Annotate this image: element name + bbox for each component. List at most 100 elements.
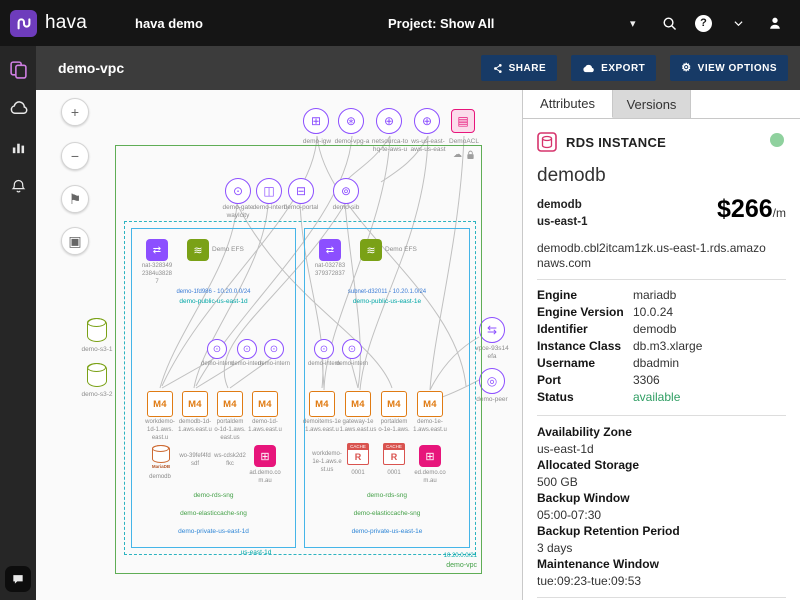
directory-service-icon[interactable]: ⊞ — [254, 445, 276, 467]
sidebar-item-environments[interactable] — [7, 97, 29, 119]
zoom-in-button[interactable]: + — [61, 98, 89, 126]
help-icon[interactable]: ? — [695, 14, 712, 32]
export-button[interactable]: EXPORT — [571, 55, 657, 81]
page-title: demo-vpc — [58, 60, 125, 76]
slb-icon[interactable]: ⊚ — [333, 178, 359, 204]
vpn-gateway-icon[interactable]: ⊛ — [338, 108, 364, 134]
elasticache-node-icon[interactable]: CACHE R — [383, 443, 405, 465]
ec2-instance-icon[interactable]: M4 — [217, 391, 243, 417]
workspace-name[interactable]: hava demo — [135, 15, 203, 31]
project-caret-icon[interactable]: ▾ — [630, 17, 636, 30]
node-label: demo-intern — [335, 361, 368, 367]
share-button[interactable]: SHARE — [480, 55, 558, 81]
diagram-canvas[interactable]: + − ⚑ ▣ ⊞ demo-igw ⊛ demo-vpg-a ⊕ netsou… — [36, 90, 522, 600]
node-label: Demo EFS — [385, 246, 417, 253]
subnet-right[interactable]: ⇄ nat-032783 379372837 ≋ Demo EFS subnet… — [302, 228, 470, 548]
interface-endpoint-icon[interactable]: ◫ — [256, 178, 282, 204]
node-label: 0001 — [351, 470, 365, 476]
mariadb-rds-icon[interactable]: MariaDB — [147, 444, 175, 469]
ec2-instance-icon[interactable]: M4 — [182, 391, 208, 417]
security-group-label: demo-elasticcache-sng — [353, 510, 421, 517]
nat-gateway-icon[interactable]: ⇄ — [319, 239, 341, 261]
vpc-endpoint-icon[interactable]: ⇆ — [479, 317, 505, 343]
subnet-left[interactable]: ⇄ nat-328349 2384u3828 7 ≋ Demo EFS demo… — [131, 228, 296, 548]
internal-endpoint-icon[interactable]: ⊙ — [264, 339, 284, 359]
security-group-label: demo-rds-sng — [366, 492, 408, 499]
ec2-instance-icon[interactable]: M4 — [252, 391, 278, 417]
panel-body: RDS INSTANCE demodb demodb us-east-1 $26… — [523, 119, 800, 600]
internal-endpoint-icon[interactable]: ⊙ — [342, 339, 362, 359]
availability-zone-label: us-east-1d — [240, 549, 272, 556]
node-label: demo-sib — [332, 204, 360, 211]
tab-versions[interactable]: Versions — [613, 90, 691, 118]
export-label: EXPORT — [601, 62, 646, 74]
node-label: demo-1e- 1.aws.east.u — [413, 419, 447, 433]
attr-value: dbadmin — [633, 356, 680, 370]
internal-endpoint-icon[interactable]: ⊙ — [237, 339, 257, 359]
ec2-instance-icon[interactable]: M4 — [381, 391, 407, 417]
detail-key: Availability Zone — [537, 425, 632, 439]
sidebar-item-stats[interactable] — [7, 136, 29, 158]
subnet-name-label: demo-public-us-east-1d — [179, 298, 248, 305]
view-options-button[interactable]: ⚙ VIEW OPTIONS — [670, 55, 788, 81]
price: $266/m — [717, 195, 786, 224]
reset-view-button[interactable]: ▣ — [61, 227, 89, 255]
elasticache-node-icon[interactable]: CACHE R — [347, 443, 369, 465]
internal-endpoint-icon[interactable]: ⊙ — [314, 339, 334, 359]
sidebar-item-diagrams[interactable] — [7, 58, 29, 80]
cylinder-shape — [86, 362, 107, 387]
node-label: demo-intern — [230, 361, 263, 367]
project-selector[interactable]: Project: Show All — [388, 0, 494, 46]
vpc-name-label: demo-vpc — [446, 561, 477, 569]
security-group-label: demo-private-us-east-1e — [351, 528, 423, 535]
chevron-down-icon[interactable] — [727, 12, 749, 34]
vpn-connection-icon[interactable]: ⊕ — [376, 108, 402, 134]
share-label: SHARE — [508, 62, 547, 74]
detail-value: 05:00-07:30 — [537, 507, 602, 522]
attr-value: mariadb — [633, 288, 677, 302]
attribute-row: Port 3306 — [537, 373, 786, 390]
ec2-instance-icon[interactable]: M4 — [147, 391, 173, 417]
vpc-corner-icons: ☁ — [453, 149, 475, 160]
lock-icon — [467, 150, 474, 159]
portal-endpoint-icon[interactable]: ⊟ — [288, 178, 314, 204]
ec2-instance-icon[interactable]: M4 — [345, 391, 371, 417]
efs-icon[interactable]: ≋ — [187, 239, 209, 261]
node-label: demodb-1d- 1.aws.east.u — [178, 419, 212, 433]
attr-key: Port — [537, 373, 561, 387]
attr-key: Engine Version — [537, 305, 624, 319]
nat-gateway-icon[interactable]: ⇄ — [146, 239, 168, 261]
tab-attributes[interactable]: Attributes — [523, 90, 613, 118]
cloud-icon: ☁ — [453, 149, 462, 159]
detail-value: 3 days — [537, 540, 573, 555]
directory-service-icon[interactable]: ⊞ — [419, 445, 441, 467]
vpc-boundary[interactable]: ☁ ⊙ demo-gate waylcity ◫ demo-interf ⊟ d… — [115, 145, 482, 574]
igw-icon[interactable]: ⊞ — [303, 108, 329, 134]
detail-key: Maintenance Window — [537, 557, 659, 571]
peering-connection-icon[interactable]: ◎ — [479, 368, 505, 394]
view-options-label: VIEW OPTIONS — [697, 62, 777, 74]
hava-logo-text: hava — [45, 12, 88, 33]
security-group-label: demo-elasticcache-sng — [180, 510, 247, 517]
vpn-connection-icon[interactable]: ⊕ — [414, 108, 440, 134]
hava-logo[interactable]: hava — [10, 9, 88, 37]
efs-icon[interactable]: ≋ — [360, 239, 382, 261]
attr-key: Status — [537, 390, 574, 404]
user-icon[interactable] — [764, 12, 786, 34]
chat-widget-button[interactable] — [5, 566, 31, 592]
zoom-out-button[interactable]: − — [61, 142, 89, 170]
s3-bucket-icon[interactable] — [86, 317, 107, 342]
ec2-instance-icon[interactable]: M4 — [417, 391, 443, 417]
ec2-instance-icon[interactable]: M4 — [309, 391, 335, 417]
diagram-header: demo-vpc SHARE EXPORT ⚙ VIEW OPTIONS — [36, 46, 800, 90]
bookmark-button[interactable]: ⚑ — [61, 185, 89, 213]
sidebar-item-alerts[interactable] — [7, 175, 29, 197]
status-value: available — [633, 390, 681, 404]
gateway-icon[interactable]: ⊙ — [225, 178, 251, 204]
network-acl-icon[interactable]: ▤ — [451, 109, 475, 133]
node-label: demoitems-1e 1.aws.east.u — [302, 419, 341, 433]
internal-endpoint-icon[interactable]: ⊙ — [207, 339, 227, 359]
s3-bucket-icon[interactable] — [86, 362, 107, 387]
resource-identifier: demodb — [537, 199, 582, 211]
search-icon[interactable] — [658, 12, 680, 34]
